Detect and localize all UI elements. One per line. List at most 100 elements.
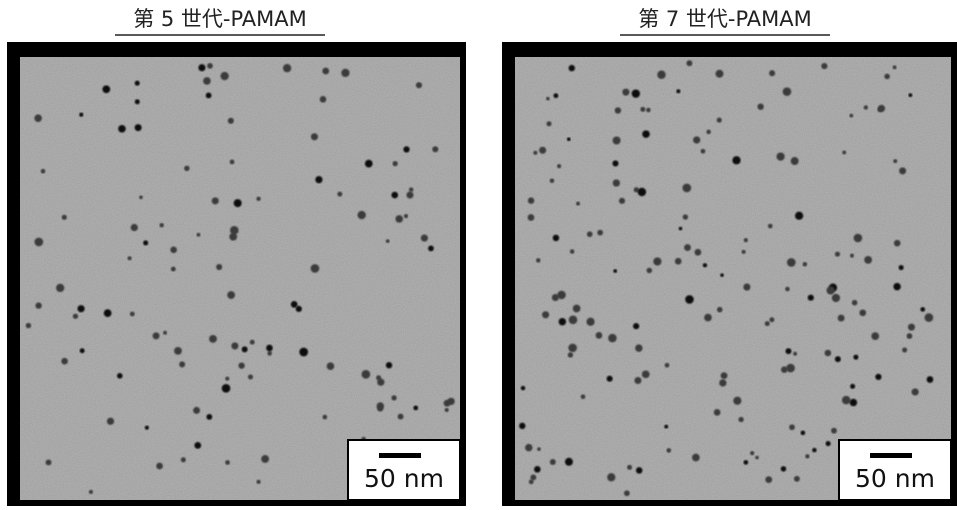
nanoparticle: [613, 179, 620, 186]
nanoparticle: [877, 107, 882, 112]
nanoparticle: [568, 352, 573, 357]
nanoparticle: [755, 456, 759, 460]
panel-title: 第 7 世代-PAMAM: [638, 7, 812, 31]
nanoparticle: [785, 348, 791, 354]
nanoparticle: [565, 458, 573, 466]
nanoparticle: [706, 130, 711, 135]
nanoparticle: [624, 490, 630, 496]
nanoparticle: [311, 264, 320, 273]
nanoparticle: [875, 374, 881, 380]
nanoparticle: [395, 215, 403, 223]
nanoparticle: [850, 399, 857, 406]
nanoparticle: [102, 85, 110, 93]
nanoparticle: [675, 258, 682, 265]
nanoparticle: [765, 321, 770, 326]
nanoparticle: [587, 231, 593, 237]
nanoparticle: [521, 386, 525, 390]
nanoparticle: [358, 211, 366, 219]
nanoparticle: [642, 370, 650, 378]
nanoparticle: [679, 227, 683, 231]
nanoparticle: [638, 188, 646, 196]
nanoparticle: [805, 454, 809, 458]
nanoparticle: [703, 263, 707, 267]
nanoparticle: [612, 160, 618, 166]
nanoparticle: [693, 136, 700, 143]
nanoparticle: [179, 361, 185, 367]
nanoparticle: [607, 376, 613, 382]
nanoparticle: [607, 473, 615, 481]
nanoparticle: [170, 247, 177, 254]
nanoparticle: [537, 447, 541, 451]
nanoparticle: [444, 400, 451, 407]
nanoparticle: [615, 107, 621, 113]
nanoparticle: [559, 318, 566, 325]
scale-bar: [379, 453, 421, 458]
nanoparticle: [256, 197, 260, 201]
nanoparticle: [750, 451, 754, 455]
nanoparticle: [835, 356, 841, 362]
nanoparticle: [842, 151, 846, 155]
nanoparticle: [568, 344, 577, 353]
nanoparticle: [765, 476, 772, 483]
nanoparticle: [826, 441, 831, 446]
nanoparticle: [130, 312, 135, 317]
nanoparticle: [632, 89, 640, 97]
nanoparticle: [327, 362, 335, 370]
nanoparticle: [684, 244, 691, 251]
nanoparticle: [899, 265, 904, 270]
nanoparticle: [225, 377, 229, 381]
nanoparticle: [783, 87, 792, 96]
nanoparticle: [341, 69, 349, 77]
nanoparticle: [26, 323, 31, 328]
nanoparticle: [893, 283, 900, 290]
nanoparticle: [789, 424, 795, 430]
nanoparticle: [597, 230, 603, 236]
nanoparticle: [907, 333, 913, 339]
nanoparticle: [145, 426, 149, 430]
nanoparticle: [542, 311, 549, 318]
nanoparticle: [135, 81, 140, 86]
nanoparticle: [296, 306, 302, 312]
nanoparticle: [686, 60, 692, 66]
nanoparticle: [627, 465, 632, 470]
nanoparticle: [920, 307, 925, 312]
nanoparticle: [89, 490, 93, 494]
nanoparticle: [135, 99, 140, 104]
nanoparticle: [569, 315, 578, 324]
nanoparticle: [692, 454, 700, 462]
nanoparticle: [528, 197, 534, 203]
nanoparticle: [567, 137, 571, 141]
nanoparticle: [769, 70, 775, 76]
nanoparticle: [716, 70, 724, 78]
nanoparticle: [139, 195, 143, 199]
micrograph-panel: 第 7 世代-PAMAM50 nm: [502, 7, 957, 506]
nanoparticle: [299, 348, 308, 357]
nanoparticle: [776, 152, 784, 160]
nanoparticle: [596, 332, 603, 339]
nanoparticle: [676, 89, 680, 93]
nanoparticle: [386, 239, 390, 243]
nanoparticle: [250, 340, 255, 345]
nanoparticle: [362, 370, 371, 379]
nanoparticle: [222, 384, 231, 393]
nanoparticle: [413, 406, 418, 411]
nanoparticle: [653, 257, 661, 265]
nanoparticle: [207, 63, 213, 69]
nanoparticle: [62, 215, 67, 220]
nanoparticle: [827, 286, 835, 294]
nanoparticle: [220, 72, 228, 80]
nanoparticle: [769, 317, 774, 322]
nanoparticle: [744, 238, 748, 242]
nanoparticle: [403, 146, 409, 152]
nanoparticle: [432, 146, 438, 152]
nanoparticle: [519, 423, 525, 429]
nanoparticle: [666, 448, 671, 453]
nanoparticle: [209, 335, 217, 343]
page: 第 5 世代-PAMAM50 nm第 7 世代-PAMAM50 nm (() =…: [0, 0, 957, 506]
nanoparticle: [79, 113, 83, 117]
nanoparticle: [421, 235, 428, 242]
tem-background: [515, 57, 951, 500]
nanoparticle: [742, 250, 746, 254]
